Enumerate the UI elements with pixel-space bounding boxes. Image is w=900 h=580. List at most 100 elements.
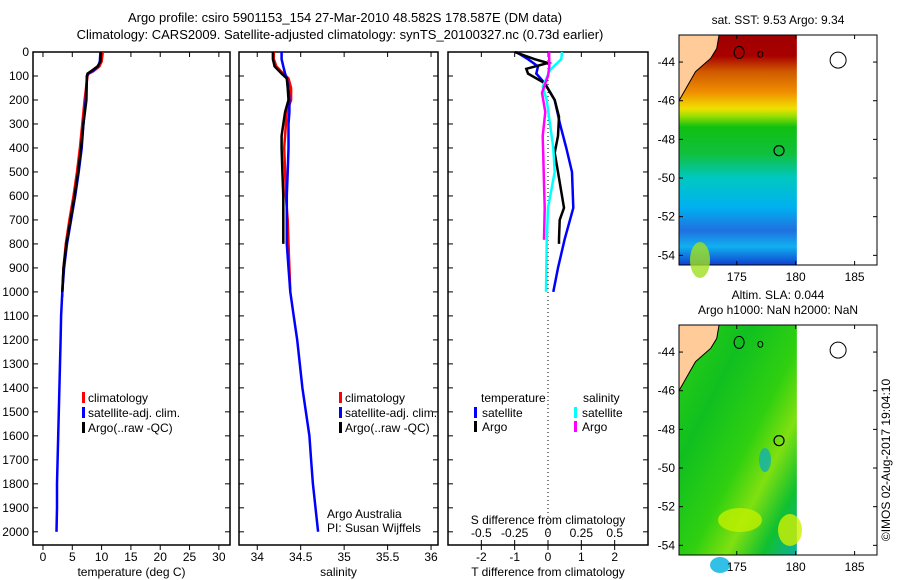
map-title: Argo h1000: NaN h2000: NaN bbox=[698, 303, 858, 317]
legend-salinity-header: salinity bbox=[583, 391, 620, 405]
x-axis-label: temperature (deg C) bbox=[77, 565, 185, 579]
series-line-s-satellite bbox=[541, 51, 564, 292]
map-frame bbox=[678, 34, 878, 266]
x-tick-label: 20 bbox=[154, 550, 168, 564]
map-frame bbox=[678, 324, 878, 556]
series-line-s-argo bbox=[540, 51, 551, 240]
argo-float-location-marker bbox=[773, 435, 785, 447]
x-tick-label: 15 bbox=[124, 550, 138, 564]
legend-swatch bbox=[82, 422, 85, 433]
x-tick-label: 5 bbox=[69, 550, 76, 564]
island-outline bbox=[757, 340, 764, 348]
depth-tick-label: 1300 bbox=[2, 357, 29, 371]
lon-tick-label: 180 bbox=[786, 270, 806, 284]
legend-label: satellite-adj. clim. bbox=[345, 406, 437, 420]
credit-line2: PI: Susan Wijffels bbox=[327, 521, 421, 535]
x-tick-label: 34.5 bbox=[289, 550, 313, 564]
s-tick-label: -0.25 bbox=[501, 526, 529, 540]
lat-tick-label: -54 bbox=[658, 538, 676, 552]
x-tick-label: 34 bbox=[251, 550, 265, 564]
x-tick-label: 1 bbox=[578, 550, 585, 564]
map-title: Altim. SLA: 0.044 bbox=[732, 288, 825, 302]
legend-swatch bbox=[82, 407, 85, 418]
plot-frame bbox=[447, 51, 649, 546]
lat-tick-label: -50 bbox=[658, 171, 676, 185]
sla-anomaly bbox=[718, 508, 762, 532]
x-tick-label: 0 bbox=[545, 550, 552, 564]
depth-tick-label: 1100 bbox=[3, 309, 29, 323]
x-tick-label: 0 bbox=[40, 550, 47, 564]
legend-label: Argo(..raw -QC) bbox=[345, 421, 430, 435]
map-sst: sat. SST: 9.53 Argo: 9.34 -44 -46 -48 -50 -52… bbox=[658, 13, 878, 284]
s-tick-label: 0.5 bbox=[606, 526, 623, 540]
legend-swatch bbox=[474, 421, 477, 432]
x-tick-label: 35 bbox=[337, 550, 351, 564]
x-tick-label: 36 bbox=[424, 550, 438, 564]
legend-label-satellite: satellite bbox=[582, 406, 623, 420]
s-tick-label: -0.5 bbox=[471, 526, 492, 540]
series-line-argo-raw-qc- bbox=[271, 52, 290, 244]
depth-tick-label: 400 bbox=[9, 141, 29, 155]
legend-swatch bbox=[339, 407, 342, 418]
depth-tick-label: 200 bbox=[9, 93, 29, 107]
depth-tick-label: 1800 bbox=[2, 477, 29, 491]
legend-swatch bbox=[474, 407, 477, 418]
panel-temperature: 0 5 10 15 20 25 30 temperature (deg C) 0 100 200 30… bbox=[2, 45, 231, 579]
credit-line1: Argo Australia bbox=[327, 507, 402, 521]
lat-tick-label: -54 bbox=[658, 248, 676, 262]
legend-label: climatology bbox=[345, 391, 405, 405]
panel-salinity: 34 34.5 35 35.5 36 salinity climatologysatelli… bbox=[238, 51, 439, 579]
plot-frame bbox=[32, 51, 231, 546]
lat-tick-label: -46 bbox=[658, 384, 676, 398]
legend-swatch bbox=[574, 421, 577, 432]
island-outline bbox=[733, 335, 745, 349]
depth-tick-label: 2000 bbox=[2, 525, 29, 539]
imos-watermark: ©IMOS 02-Aug-2017 19:04:10 bbox=[879, 379, 893, 542]
chatham-islands-outline bbox=[829, 341, 847, 359]
depth-tick-label: 600 bbox=[9, 189, 29, 203]
legend-swatch bbox=[82, 392, 85, 403]
depth-tick-label: 900 bbox=[9, 261, 29, 275]
lat-tick-label: -44 bbox=[658, 345, 676, 359]
x-tick-label: -1 bbox=[509, 550, 520, 564]
lat-tick-label: -48 bbox=[658, 132, 676, 146]
figure-title-line1: Argo profile: csiro 5901153_154 27-Mar-2… bbox=[128, 10, 562, 25]
lon-tick-label: 185 bbox=[845, 560, 865, 574]
plot-frame bbox=[238, 51, 439, 546]
sla-anomaly bbox=[778, 514, 802, 546]
depth-tick-label: 100 bbox=[9, 69, 29, 83]
lat-tick-label: -46 bbox=[658, 94, 676, 108]
lon-tick-label: 180 bbox=[786, 560, 806, 574]
legend-label: Argo(..raw -QC) bbox=[88, 421, 173, 435]
depth-tick-label: 1200 bbox=[2, 333, 29, 347]
s-tick-label: 0.25 bbox=[570, 526, 594, 540]
sla-anomaly bbox=[710, 557, 730, 573]
x-tick-label: 35.5 bbox=[376, 550, 400, 564]
legend-label-argo: Argo bbox=[582, 420, 608, 434]
series-line-climatology bbox=[272, 52, 293, 292]
lon-tick-label: 185 bbox=[845, 270, 865, 284]
lon-tick-label: 175 bbox=[727, 270, 747, 284]
legend-swatch bbox=[574, 407, 577, 418]
x-tick-label: 25 bbox=[183, 550, 197, 564]
depth-tick-label: 300 bbox=[9, 117, 29, 131]
depth-tick-label: 1600 bbox=[2, 429, 29, 443]
island-outline bbox=[757, 50, 764, 58]
sst-field bbox=[679, 35, 797, 265]
legend-label: satellite-adj. clim. bbox=[88, 406, 180, 420]
legend-swatch bbox=[339, 422, 342, 433]
depth-tick-label: 500 bbox=[9, 165, 29, 179]
sla-anomaly bbox=[759, 448, 771, 472]
chatham-islands-outline bbox=[829, 51, 847, 69]
legend-temperature-header: temperature bbox=[481, 391, 546, 405]
depth-tick-label: 0 bbox=[22, 45, 29, 59]
x-tick-label: -2 bbox=[476, 550, 487, 564]
lat-tick-label: -52 bbox=[658, 500, 676, 514]
legend-swatch bbox=[339, 392, 342, 403]
x-tick-label: 30 bbox=[212, 550, 226, 564]
map-title: sat. SST: 9.53 Argo: 9.34 bbox=[712, 13, 845, 27]
lat-tick-label: -50 bbox=[658, 461, 676, 475]
